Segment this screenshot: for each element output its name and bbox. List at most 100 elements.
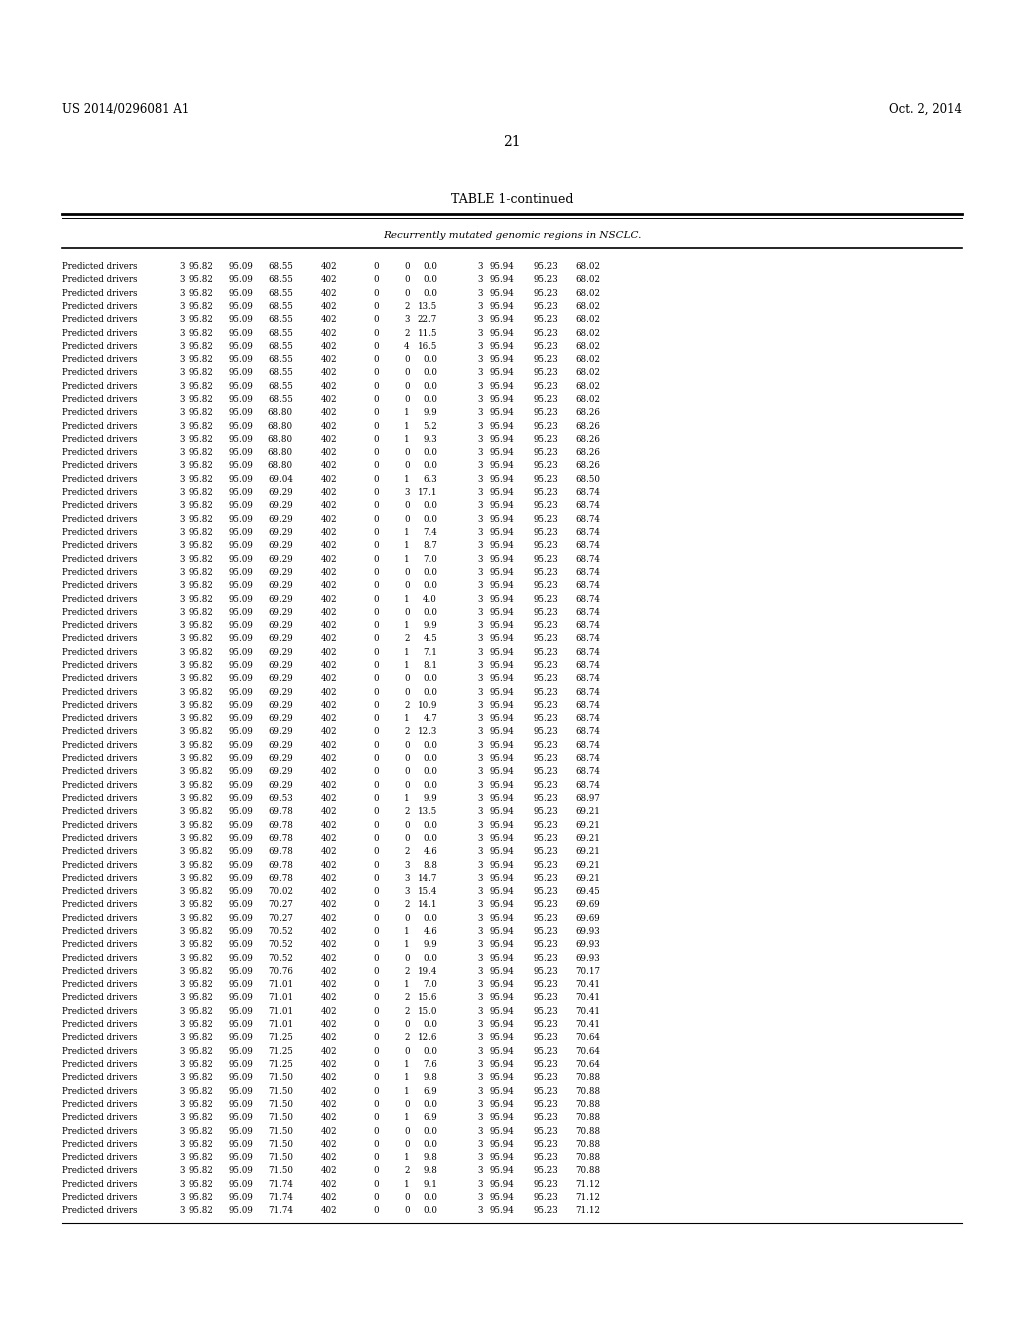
Text: 1: 1	[404, 981, 410, 989]
Text: 4.6: 4.6	[423, 847, 437, 857]
Text: 3: 3	[179, 462, 184, 470]
Text: 0: 0	[404, 381, 410, 391]
Text: 0: 0	[373, 1034, 379, 1043]
Text: 2: 2	[404, 701, 410, 710]
Text: 95.23: 95.23	[534, 1007, 558, 1016]
Text: 95.09: 95.09	[228, 741, 253, 750]
Text: Predicted drivers: Predicted drivers	[62, 554, 137, 564]
Text: 95.09: 95.09	[228, 1154, 253, 1162]
Text: 95.23: 95.23	[534, 261, 558, 271]
Text: 69.93: 69.93	[575, 953, 600, 962]
Text: 95.23: 95.23	[534, 953, 558, 962]
Text: 0: 0	[373, 342, 379, 351]
Text: 68.74: 68.74	[575, 648, 600, 657]
Text: 95.09: 95.09	[228, 515, 253, 524]
Text: 95.23: 95.23	[534, 1139, 558, 1148]
Text: 95.82: 95.82	[188, 449, 213, 457]
Text: Predicted drivers: Predicted drivers	[62, 887, 137, 896]
Text: Predicted drivers: Predicted drivers	[62, 1167, 137, 1175]
Text: 95.09: 95.09	[228, 1126, 253, 1135]
Text: 0: 0	[404, 607, 410, 616]
Text: 95.23: 95.23	[534, 329, 558, 338]
Text: 0: 0	[404, 261, 410, 271]
Text: 3: 3	[179, 714, 184, 723]
Text: 69.21: 69.21	[575, 874, 600, 883]
Text: 402: 402	[321, 289, 337, 297]
Text: 95.82: 95.82	[188, 607, 213, 616]
Text: 0: 0	[373, 714, 379, 723]
Text: 95.09: 95.09	[228, 581, 253, 590]
Text: 402: 402	[321, 994, 337, 1002]
Text: 95.09: 95.09	[228, 528, 253, 537]
Text: 0.0: 0.0	[423, 821, 437, 829]
Text: 95.23: 95.23	[534, 635, 558, 643]
Text: 3: 3	[179, 528, 184, 537]
Text: 3: 3	[179, 1034, 184, 1043]
Text: Predicted drivers: Predicted drivers	[62, 1154, 137, 1162]
Text: 402: 402	[321, 635, 337, 643]
Text: 71.12: 71.12	[575, 1180, 600, 1189]
Text: Predicted drivers: Predicted drivers	[62, 276, 137, 284]
Text: 12.3: 12.3	[418, 727, 437, 737]
Text: 95.82: 95.82	[188, 1007, 213, 1016]
Text: 0: 0	[404, 688, 410, 697]
Text: 95.82: 95.82	[188, 675, 213, 684]
Text: 95.82: 95.82	[188, 661, 213, 671]
Text: 3: 3	[179, 661, 184, 671]
Text: Predicted drivers: Predicted drivers	[62, 434, 137, 444]
Text: 95.94: 95.94	[489, 594, 514, 603]
Text: 95.09: 95.09	[228, 449, 253, 457]
Text: 95.23: 95.23	[534, 488, 558, 498]
Text: 95.82: 95.82	[188, 981, 213, 989]
Text: 71.50: 71.50	[268, 1126, 293, 1135]
Text: 3: 3	[179, 1206, 184, 1216]
Text: Predicted drivers: Predicted drivers	[62, 1100, 137, 1109]
Text: 0: 0	[404, 1100, 410, 1109]
Text: 402: 402	[321, 329, 337, 338]
Text: 69.29: 69.29	[268, 767, 293, 776]
Text: 95.94: 95.94	[489, 475, 514, 484]
Text: 68.74: 68.74	[575, 754, 600, 763]
Text: 95.94: 95.94	[489, 1180, 514, 1189]
Text: 95.23: 95.23	[534, 675, 558, 684]
Text: 95.82: 95.82	[188, 780, 213, 789]
Text: 68.80: 68.80	[268, 449, 293, 457]
Text: 69.93: 69.93	[575, 927, 600, 936]
Text: 3: 3	[179, 900, 184, 909]
Text: 68.74: 68.74	[575, 714, 600, 723]
Text: 3: 3	[477, 368, 482, 378]
Text: 402: 402	[321, 688, 337, 697]
Text: 3: 3	[477, 541, 482, 550]
Text: 95.23: 95.23	[534, 754, 558, 763]
Text: 9.8: 9.8	[423, 1073, 437, 1082]
Text: 3: 3	[477, 408, 482, 417]
Text: 69.29: 69.29	[268, 714, 293, 723]
Text: 95.94: 95.94	[489, 874, 514, 883]
Text: 69.93: 69.93	[575, 940, 600, 949]
Text: 0: 0	[404, 1139, 410, 1148]
Text: 2: 2	[404, 1034, 410, 1043]
Text: 3: 3	[179, 568, 184, 577]
Text: 3: 3	[477, 528, 482, 537]
Text: Predicted drivers: Predicted drivers	[62, 834, 137, 843]
Text: 95.23: 95.23	[534, 834, 558, 843]
Text: Predicted drivers: Predicted drivers	[62, 821, 137, 829]
Text: 0: 0	[373, 315, 379, 325]
Text: 71.25: 71.25	[268, 1060, 293, 1069]
Text: 95.82: 95.82	[188, 261, 213, 271]
Text: 402: 402	[321, 475, 337, 484]
Text: 3: 3	[179, 795, 184, 803]
Text: 95.09: 95.09	[228, 1073, 253, 1082]
Text: 69.21: 69.21	[575, 834, 600, 843]
Text: 3: 3	[179, 953, 184, 962]
Text: 402: 402	[321, 767, 337, 776]
Text: 13.5: 13.5	[418, 808, 437, 816]
Text: 95.09: 95.09	[228, 994, 253, 1002]
Text: 0.0: 0.0	[423, 581, 437, 590]
Text: 0: 0	[404, 913, 410, 923]
Text: 95.82: 95.82	[188, 1100, 213, 1109]
Text: 95.09: 95.09	[228, 635, 253, 643]
Text: 1: 1	[404, 1086, 410, 1096]
Text: 3: 3	[179, 329, 184, 338]
Text: 8.8: 8.8	[423, 861, 437, 870]
